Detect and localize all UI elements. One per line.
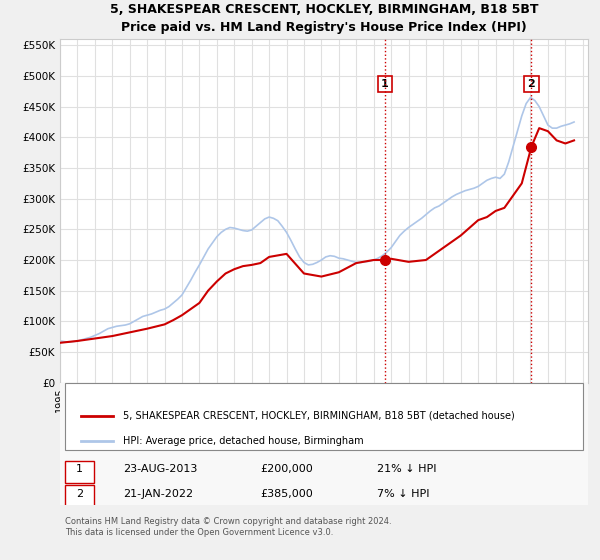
Text: 2: 2	[527, 79, 535, 89]
FancyBboxPatch shape	[65, 382, 583, 450]
FancyBboxPatch shape	[65, 461, 94, 483]
Text: 21% ↓ HPI: 21% ↓ HPI	[377, 464, 436, 474]
Text: 1: 1	[381, 79, 389, 89]
Text: Contains HM Land Registry data © Crown copyright and database right 2024.
This d: Contains HM Land Registry data © Crown c…	[65, 517, 392, 536]
Text: 2: 2	[76, 489, 83, 499]
Text: 7% ↓ HPI: 7% ↓ HPI	[377, 489, 430, 499]
Text: £385,000: £385,000	[260, 489, 313, 499]
Text: £200,000: £200,000	[260, 464, 313, 474]
Text: 5, SHAKESPEAR CRESCENT, HOCKLEY, BIRMINGHAM, B18 5BT (detached house): 5, SHAKESPEAR CRESCENT, HOCKLEY, BIRMING…	[124, 410, 515, 421]
Text: 23-AUG-2013: 23-AUG-2013	[124, 464, 198, 474]
FancyBboxPatch shape	[65, 485, 94, 507]
Text: 1: 1	[76, 464, 83, 474]
Text: 21-JAN-2022: 21-JAN-2022	[124, 489, 193, 499]
Text: HPI: Average price, detached house, Birmingham: HPI: Average price, detached house, Birm…	[124, 436, 364, 446]
Title: 5, SHAKESPEAR CRESCENT, HOCKLEY, BIRMINGHAM, B18 5BT
Price paid vs. HM Land Regi: 5, SHAKESPEAR CRESCENT, HOCKLEY, BIRMING…	[110, 3, 538, 34]
